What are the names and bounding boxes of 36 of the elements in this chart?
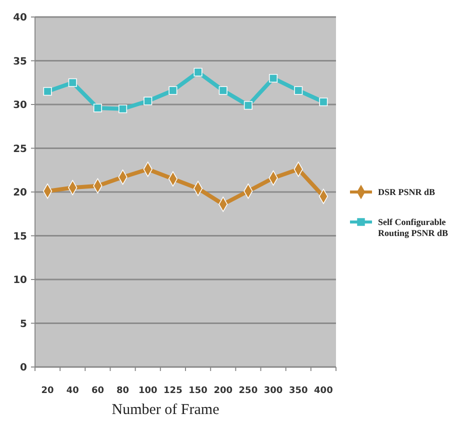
point [144,96,152,106]
y-tick-label: 5 [20,318,28,330]
y-tick-label: 15 [13,231,28,242]
y-tick-label: 0 [20,362,28,374]
point [68,78,77,87]
y-tick-label: 40 [13,12,28,24]
x-tick-label: 60 [91,386,104,396]
point [294,86,303,95]
x-tick-label: 80 [116,386,130,396]
y-tick-label: 20 [13,188,28,198]
x-tick-label: 250 [238,386,258,396]
y-tick-label: 30 [13,100,28,111]
x-tick-label: 100 [138,386,158,396]
y-tick-label: 25 [13,144,28,155]
legend-label: Self Configurable Routing PSNR dB [378,217,448,238]
legend-label: DSR PSNR dB [378,187,436,198]
point [244,101,252,110]
x-tick-label: 150 [188,386,208,396]
x-tick-label: 350 [288,386,308,396]
point [319,98,328,106]
point [93,104,102,112]
x-tick-label: 40 [66,386,79,396]
x-tick-label: 125 [164,386,182,396]
point [43,87,52,96]
x-tick-label: 200 [214,386,233,396]
x-axis-title: Number of Frame [112,402,220,418]
point [118,104,128,114]
x-tick-label: 300 [264,386,283,396]
x-tick-label: 20 [41,386,54,396]
y-tick-label: 10 [13,275,28,286]
point [218,86,228,95]
y-tick-label: 35 [13,56,28,68]
point [168,86,178,95]
point [194,68,202,76]
x-tick-label: 400 [314,386,333,396]
point [269,74,278,83]
